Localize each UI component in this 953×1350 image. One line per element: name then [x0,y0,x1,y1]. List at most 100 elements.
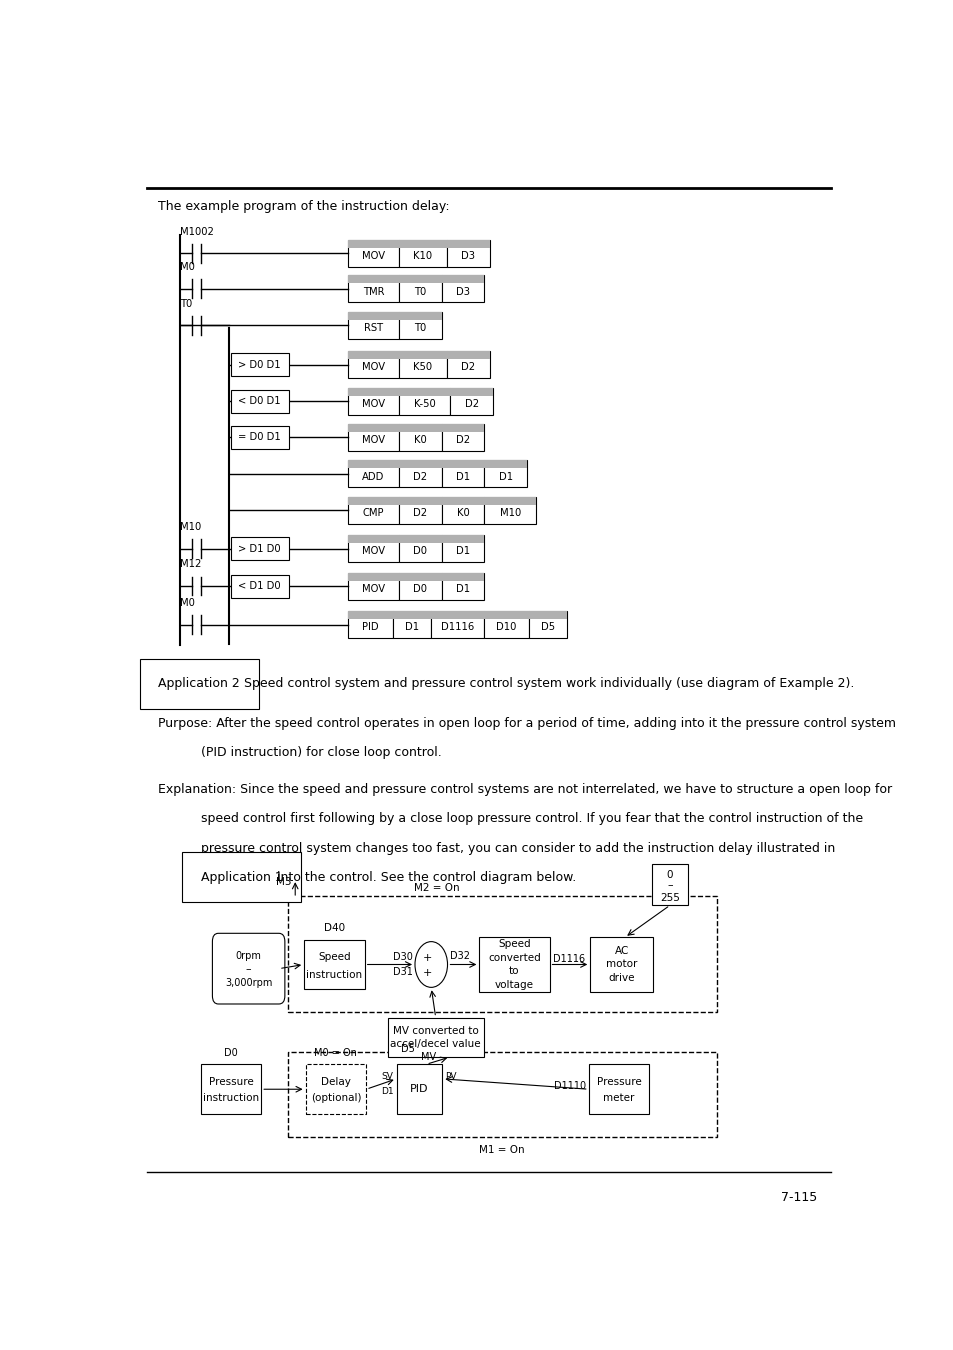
Text: M1002: M1002 [180,227,213,236]
Bar [304,940,364,990]
Bar [348,275,398,302]
Bar [348,572,398,580]
Bar [348,424,398,432]
Text: MOV: MOV [361,435,385,446]
Text: D3: D3 [460,251,475,261]
Text: speed control first following by a close loop pressure control. If you fear that: speed control first following by a close… [200,813,862,825]
Bar [305,1064,366,1114]
Bar [348,424,398,451]
Bar [398,424,441,432]
Text: drive: drive [608,973,635,983]
Bar [446,240,489,267]
Text: –: – [246,964,252,973]
Bar [398,312,441,339]
Text: CMP: CMP [362,508,384,518]
Bar [398,424,441,451]
Text: +: + [422,968,432,977]
Bar [396,1064,442,1114]
Text: K-50: K-50 [414,398,435,409]
Bar [288,1052,716,1137]
Text: > D0 D1: > D0 D1 [238,359,281,370]
Bar [450,387,493,414]
Bar [441,572,484,580]
Text: D31: D31 [393,967,413,977]
Text: M10: M10 [180,522,201,532]
Text: MOV: MOV [361,547,385,556]
Text: Pressure: Pressure [596,1077,640,1087]
Bar [398,460,441,487]
Bar [446,351,489,359]
Bar [348,240,398,267]
Text: D1: D1 [380,1087,394,1096]
Text: converted: converted [488,953,540,963]
Text: M0 = On: M0 = On [314,1048,357,1058]
Bar [348,312,398,320]
Bar [484,497,536,505]
Bar [231,427,288,450]
Text: K0: K0 [456,508,469,518]
Text: 0rpm: 0rpm [235,952,261,961]
Text: Delay: Delay [320,1077,351,1087]
Bar [398,275,441,302]
Text: D0: D0 [413,583,427,594]
Bar [484,612,528,620]
Text: Explanation: Since the speed and pressure control systems are not interrelated, : Explanation: Since the speed and pressur… [158,783,892,796]
Text: D30: D30 [393,952,413,963]
Text: < D1 D0: < D1 D0 [238,580,281,591]
Text: Speed: Speed [497,940,530,949]
Text: D40: D40 [323,923,345,933]
Bar [398,312,441,320]
Bar [441,424,484,451]
Bar [441,535,484,562]
Bar [398,460,441,468]
Text: D1: D1 [456,583,470,594]
Text: T0: T0 [414,323,426,333]
Text: M1 = On: M1 = On [478,1145,524,1154]
Bar [288,896,716,1012]
Text: D5: D5 [400,1044,415,1054]
Text: D2: D2 [456,435,470,446]
Text: D2: D2 [464,398,478,409]
Bar [652,864,687,906]
Text: M12: M12 [180,559,201,570]
Bar [398,275,441,284]
Text: +: + [422,953,432,964]
Text: Pressure: Pressure [209,1077,253,1087]
Bar [441,424,484,432]
Bar [441,572,484,599]
Text: D1: D1 [498,471,513,482]
Bar [450,387,493,396]
Bar [348,497,398,505]
Bar [528,612,567,639]
Bar [348,612,393,620]
Text: accel/decel value: accel/decel value [390,1040,480,1049]
Bar [398,572,441,580]
Bar [348,535,398,543]
Bar [398,572,441,599]
Text: D3: D3 [456,286,470,297]
Bar [484,460,527,487]
Bar [478,937,549,991]
Bar [348,351,398,378]
Text: > D1 D0: > D1 D0 [238,544,281,554]
FancyBboxPatch shape [213,933,285,1004]
Text: K10: K10 [413,251,432,261]
Text: meter: meter [602,1092,634,1103]
Text: D1: D1 [404,622,418,632]
Text: D0: D0 [224,1048,237,1058]
Text: M2 = On: M2 = On [414,883,459,892]
Bar [484,460,527,468]
Text: PID: PID [362,622,378,632]
Text: D1: D1 [456,471,470,482]
Text: 7-115: 7-115 [781,1191,817,1204]
Text: ADD: ADD [362,471,384,482]
Text: The example program of the instruction delay:: The example program of the instruction d… [158,200,450,213]
Bar [398,351,446,378]
Bar [348,460,398,487]
Bar [590,937,653,991]
Text: D2: D2 [413,508,427,518]
Text: < D0 D1: < D0 D1 [238,396,281,406]
Bar [348,240,398,248]
Bar [398,240,446,248]
Bar [441,535,484,543]
